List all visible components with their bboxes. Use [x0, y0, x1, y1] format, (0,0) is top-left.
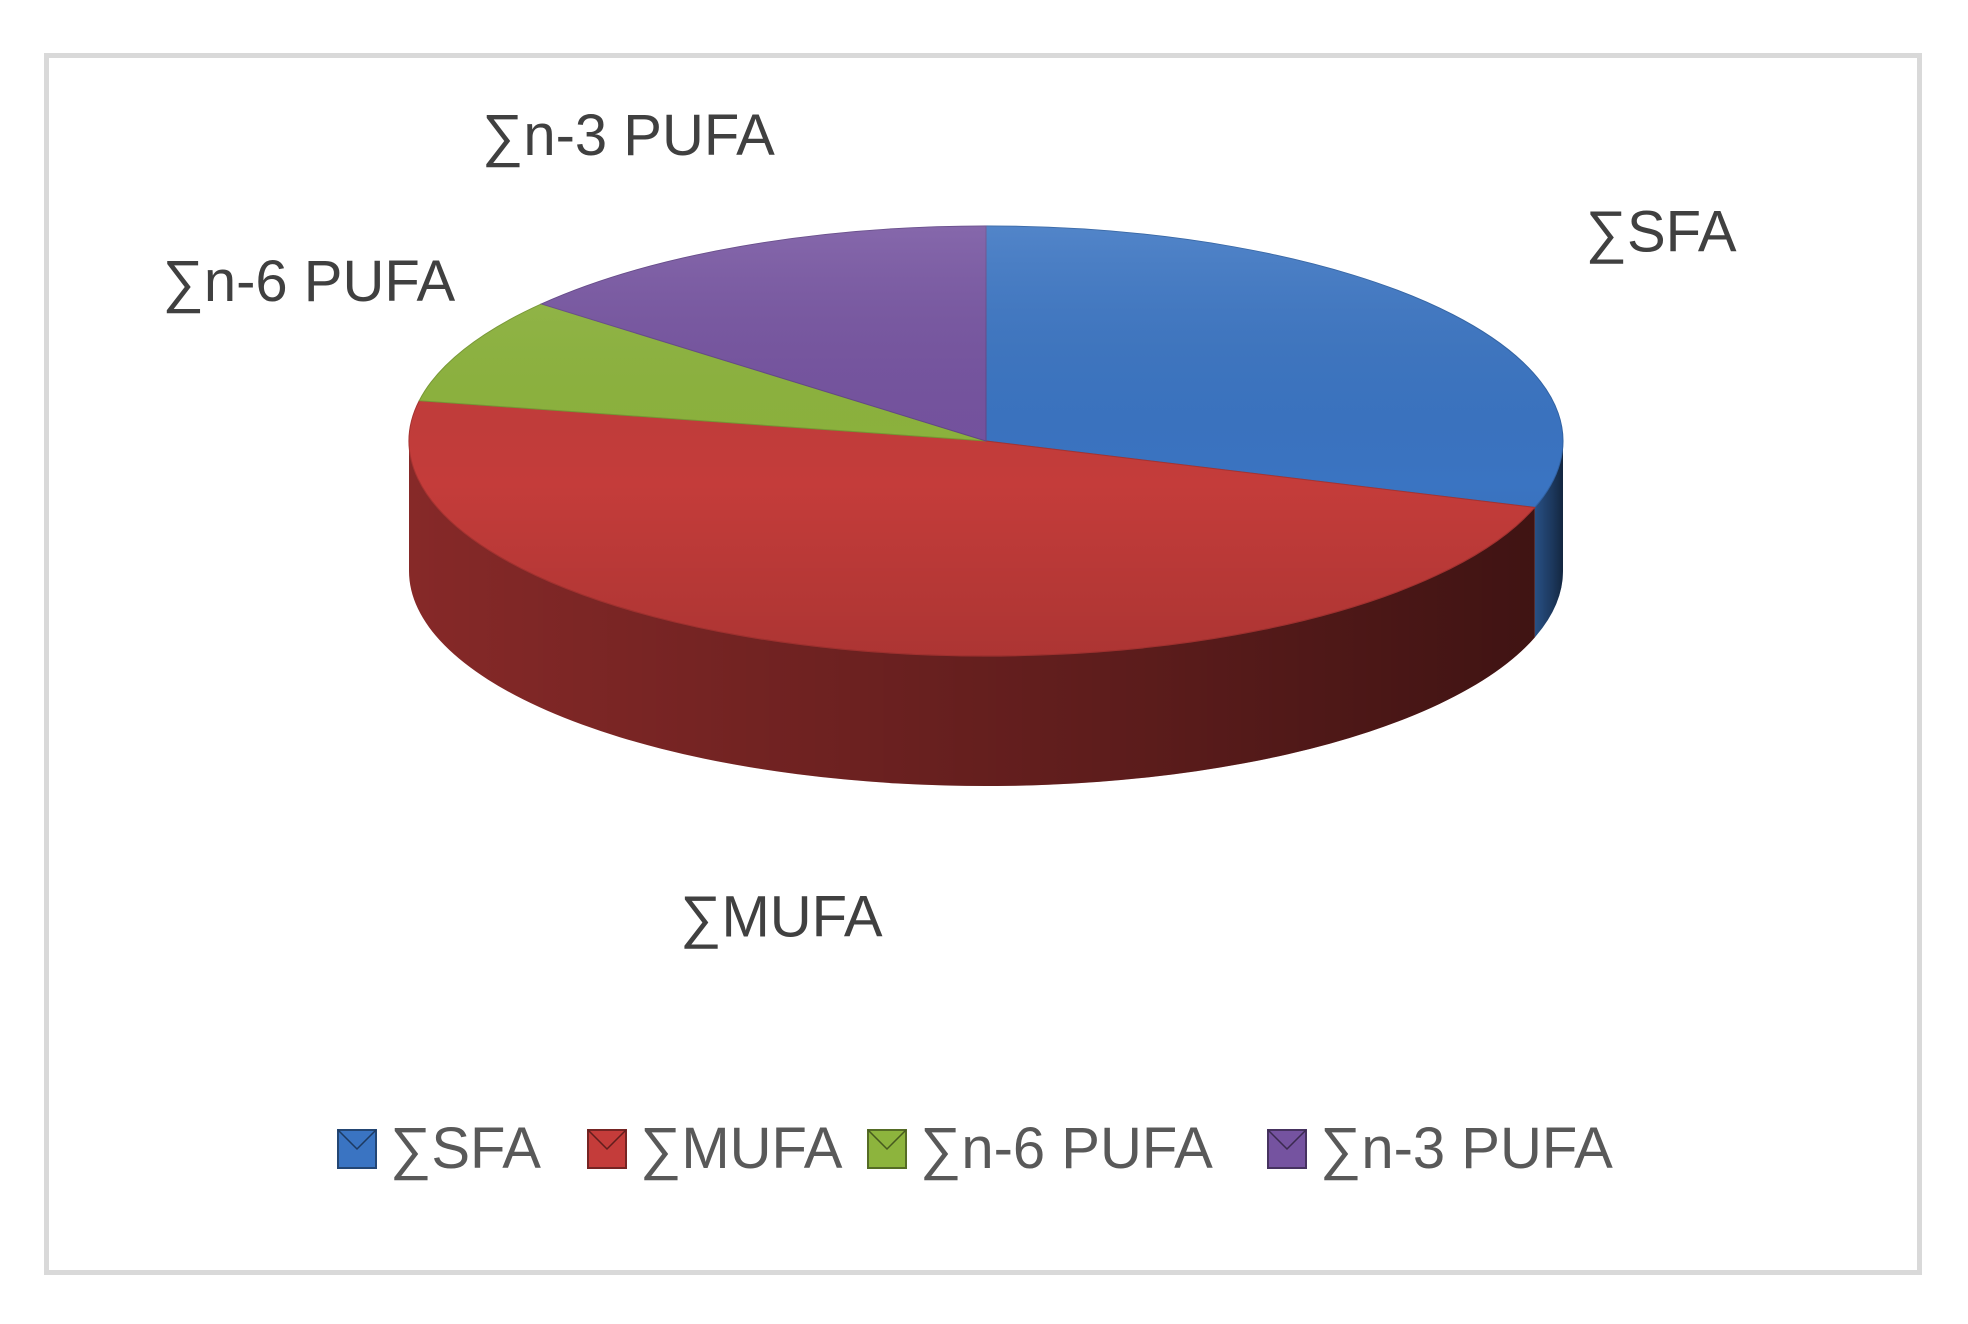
legend-label-sfa: ∑SFA — [390, 1116, 541, 1181]
legend-swatch-bevel-n-6-pufa — [867, 1129, 907, 1151]
chart-frame: ∑SFA ∑MUFA ∑n-6 PUFA ∑n-3 PUFA ∑SFA ∑MUFA ∑n-… — [44, 53, 1922, 1275]
legend-swatch-bevel-n-3-pufa — [1267, 1129, 1307, 1151]
data-label-sfa: ∑SFA — [1586, 200, 1737, 265]
legend-item-n-6-pufa: ∑n-6 PUFA — [867, 1116, 1213, 1181]
legend-label-n-6-pufa: ∑n-6 PUFA — [920, 1116, 1213, 1181]
slice-side-shade-mufa — [409, 441, 1535, 786]
data-label-n-6-pufa: ∑n-6 PUFA — [162, 249, 455, 314]
legend-item-n-3-pufa: ∑n-3 PUFA — [1267, 1116, 1613, 1181]
pie-chart: ∑SFA ∑MUFA ∑n-6 PUFA ∑n-3 PUFA ∑SFA ∑MUFA ∑n-… — [162, 103, 1737, 1181]
legend-item-sfa: ∑SFA — [337, 1116, 541, 1181]
legend-swatch-bevel-sfa — [337, 1129, 377, 1151]
data-label-mufa: ∑MUFA — [680, 884, 883, 949]
legend-label-n-3-pufa: ∑n-3 PUFA — [1320, 1116, 1613, 1181]
legend-item-mufa: ∑MUFA — [587, 1116, 843, 1181]
legend-label-mufa: ∑MUFA — [640, 1116, 843, 1181]
data-label-n-3-pufa: ∑n-3 PUFA — [482, 103, 775, 168]
legend-swatch-bevel-mufa — [587, 1129, 627, 1151]
